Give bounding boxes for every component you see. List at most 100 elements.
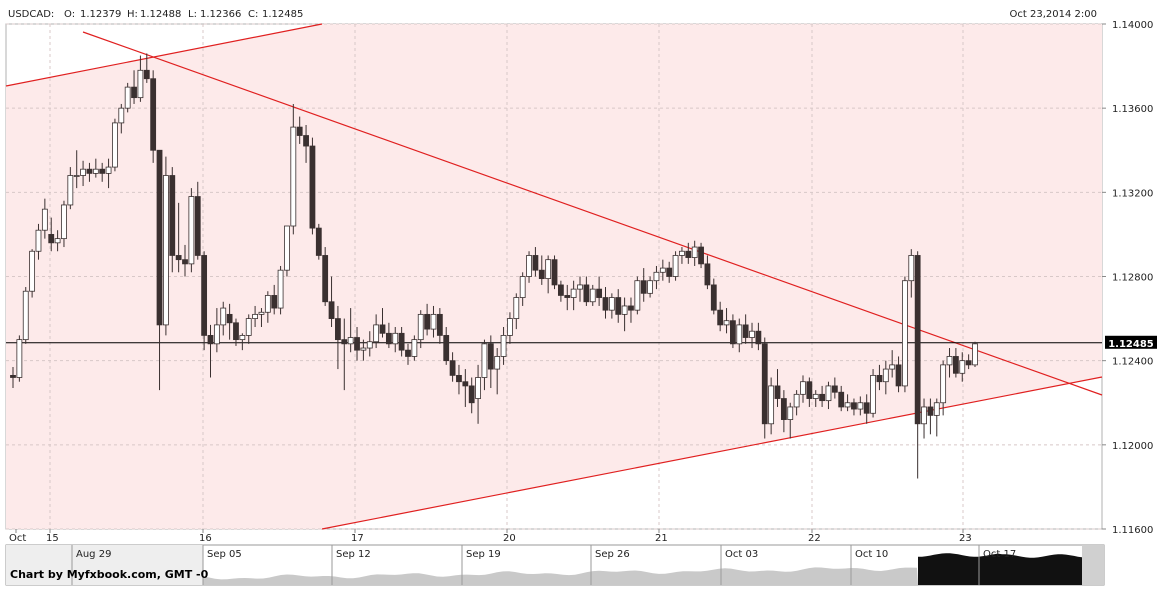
candle	[360, 339, 367, 361]
candle	[462, 369, 469, 407]
price-tag-label: 1.12485	[1108, 339, 1154, 350]
candle-body-up	[946, 356, 953, 366]
candle-body-up	[768, 385, 775, 425]
navigator[interactable]: Aug 29 Sep 05 Sep 12 Sep 19 Sep 26 Oct 03 Oct …	[5, 544, 1105, 586]
candle-body-up	[679, 250, 685, 256]
candle-body-up	[16, 339, 23, 378]
candle	[551, 255, 558, 290]
x-tick-label: 17	[351, 533, 364, 544]
candle	[481, 339, 488, 391]
candle	[972, 341, 978, 367]
candle	[475, 364, 481, 424]
candle-body-up	[392, 332, 399, 345]
candle-body-up	[793, 393, 800, 408]
candle	[137, 55, 144, 102]
candle	[143, 53, 150, 83]
candle	[952, 348, 959, 378]
candle	[691, 240, 698, 266]
candle-body-up	[902, 280, 908, 387]
candle-body-down	[398, 332, 405, 351]
candle	[895, 356, 902, 393]
candle-body-up	[22, 290, 29, 341]
candle	[207, 324, 214, 378]
candle	[303, 125, 309, 163]
candle-body-up	[659, 267, 666, 273]
candle	[194, 181, 201, 260]
candle-body-up	[647, 280, 653, 294]
x-tick-label: Oct	[9, 533, 26, 544]
candle-body-up	[634, 280, 641, 311]
candle-body-down	[143, 69, 150, 80]
navigator-left-pad	[6, 545, 203, 585]
y-axis: 1.11600 1.12000 1.12400 1.12800 1.13200 1.136…	[1102, 20, 1153, 536]
candle	[519, 272, 526, 306]
candle-body-down	[271, 295, 278, 309]
candle	[150, 70, 157, 163]
candle-body-up	[417, 313, 424, 341]
trendline-ascending	[321, 376, 1103, 530]
open-label: O:	[64, 9, 75, 20]
high-value: 1.12488	[140, 9, 181, 20]
candle	[271, 284, 278, 315]
candle-body-down	[557, 284, 564, 296]
candle	[277, 265, 284, 315]
candle	[710, 278, 717, 315]
candle-body-up	[570, 288, 577, 298]
candle	[908, 249, 915, 298]
candle-body-up	[519, 276, 526, 298]
candle	[730, 314, 736, 349]
candle-body-down	[315, 227, 322, 256]
candle	[328, 276, 335, 327]
candle	[921, 398, 927, 439]
candle-body-down	[150, 78, 157, 151]
candle	[213, 308, 220, 353]
x-tick-label: 23	[959, 533, 972, 544]
candle	[685, 242, 692, 264]
candle-body-down	[436, 313, 443, 336]
candle-body-up	[124, 86, 131, 109]
candle	[443, 327, 450, 365]
candle-body-up	[80, 168, 86, 176]
candle	[226, 303, 233, 340]
candle	[163, 156, 169, 336]
candle-body-up	[284, 225, 290, 271]
candle	[831, 377, 838, 399]
candle	[80, 160, 86, 187]
candle	[41, 198, 48, 239]
navigator-selected-area	[918, 552, 1082, 585]
candle	[29, 249, 36, 298]
candle-body-up	[889, 364, 896, 370]
candle-body-down	[354, 337, 360, 351]
candle	[736, 318, 743, 353]
candle	[602, 287, 609, 319]
candle-body-up	[577, 284, 583, 290]
candle-body-up	[290, 126, 297, 227]
candle	[768, 377, 775, 435]
candle	[640, 268, 647, 302]
candle	[188, 188, 195, 273]
candle	[379, 308, 386, 338]
candle-body-down	[717, 309, 724, 326]
candle	[647, 276, 653, 298]
y-tick-label: 1.12000	[1112, 441, 1153, 452]
candle-body-up	[653, 271, 660, 282]
candle	[812, 390, 819, 407]
candle	[653, 265, 660, 290]
candle-body-down	[851, 402, 857, 410]
candle-body-down	[551, 259, 558, 286]
candle	[398, 327, 405, 357]
candle	[666, 261, 673, 283]
candle-body-down	[730, 320, 736, 345]
candle-body-up	[494, 356, 501, 370]
candle-body-up	[691, 246, 698, 258]
candle-body-up	[35, 229, 42, 252]
candle-body-down	[952, 356, 959, 374]
candle-body-up	[73, 175, 80, 177]
candle-body-up	[188, 196, 195, 265]
candle-body-down	[182, 259, 188, 265]
candle-body-down	[532, 255, 539, 271]
candle	[800, 375, 806, 403]
candle	[430, 305, 437, 338]
candle-body-down	[449, 360, 456, 376]
candle	[341, 318, 348, 391]
